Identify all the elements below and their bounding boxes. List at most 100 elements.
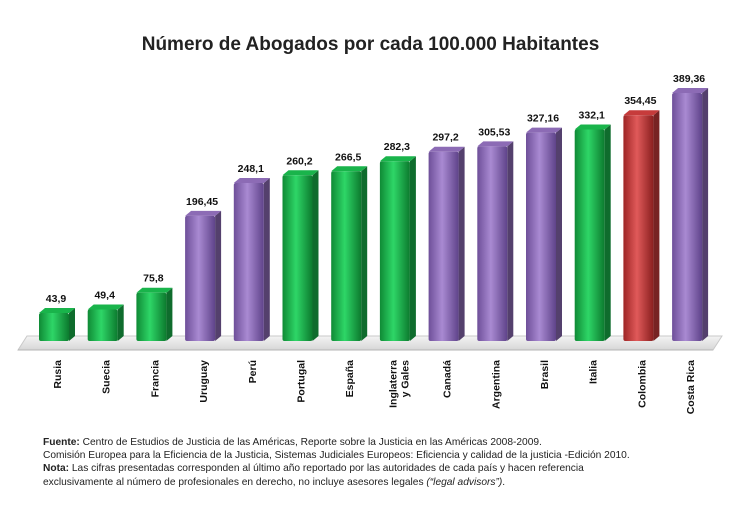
category-label-6: España — [344, 360, 356, 398]
category-label-3: Uruguay — [198, 360, 210, 403]
source-label: Fuente: — [43, 437, 80, 448]
bar-front — [623, 115, 654, 341]
category-label-line: Portugal — [296, 360, 308, 403]
bar-side — [653, 110, 660, 341]
category-label-line: Italia — [588, 360, 600, 384]
value-label-12: 354,45 — [624, 95, 656, 107]
bar-side — [507, 141, 514, 341]
value-label-5: 260,2 — [286, 155, 312, 167]
bar-top — [39, 308, 75, 314]
category-label-line: España — [344, 360, 356, 398]
bar-side — [458, 146, 465, 341]
bar-side — [69, 308, 75, 341]
bar-front — [136, 292, 167, 341]
bar-10 — [526, 127, 562, 342]
bar-side — [215, 210, 222, 341]
value-label-10: 327,16 — [527, 113, 559, 125]
source-line-1: Fuente: Centro de Estudios de Justicia d… — [43, 436, 733, 449]
bar-top — [574, 124, 611, 130]
category-label-2: Francia — [149, 360, 161, 398]
bar-13 — [672, 88, 709, 341]
bar-top — [185, 210, 222, 216]
bar-side — [702, 88, 709, 341]
bar-front — [185, 215, 216, 341]
bar-side — [117, 304, 124, 341]
category-label-line: Costa Rica — [685, 360, 697, 414]
bar-side — [409, 156, 416, 341]
note-end: . — [502, 476, 506, 488]
bar-6 — [331, 166, 368, 341]
category-label-line: Rusia — [52, 360, 64, 389]
value-label-11: 332,1 — [579, 109, 605, 121]
category-label-13: Costa Rica — [685, 360, 697, 414]
bar-front — [379, 161, 410, 341]
category-label-line: Suecia — [101, 360, 113, 394]
bar-top — [526, 127, 562, 133]
bar-1 — [87, 304, 124, 341]
value-label-4: 248,1 — [238, 163, 264, 175]
value-label-9: 305,53 — [478, 126, 510, 138]
bar-9 — [477, 141, 514, 341]
bar-top — [331, 166, 368, 172]
bar-front — [331, 171, 362, 341]
category-label-line: Perú — [247, 360, 259, 383]
value-label-3: 196,45 — [186, 196, 218, 208]
bar-top — [282, 170, 319, 176]
source-notes: Fuente: Centro de Estudios de Justicia d… — [43, 436, 733, 489]
bar-front — [233, 182, 264, 341]
category-label-line: Canadá — [442, 360, 454, 398]
bar-front — [574, 129, 605, 341]
category-label-line: Francia — [149, 360, 161, 398]
note-text-2: exclusivamente al número de profesionale… — [43, 476, 427, 488]
bar-top — [428, 146, 465, 152]
value-label-6: 266,5 — [335, 151, 361, 163]
value-label-1: 49,4 — [94, 290, 115, 302]
category-label-9: Argentina — [490, 360, 502, 409]
bar-top — [136, 287, 173, 293]
bar-front — [87, 309, 118, 341]
bar-5 — [282, 170, 319, 341]
category-label-7: Inglaterray Gales — [387, 360, 411, 408]
bar-side — [556, 127, 562, 342]
bar-4 — [233, 177, 270, 341]
category-label-8: Canadá — [442, 360, 454, 398]
category-label-4: Perú — [247, 360, 259, 383]
bar-front — [39, 313, 69, 341]
note-line-1: Nota: Las cifras presentadas corresponde… — [43, 462, 733, 475]
value-label-2: 75,8 — [143, 273, 164, 285]
category-label-1: Suecia — [101, 360, 113, 394]
category-label-line: Inglaterra — [387, 360, 399, 408]
category-label-line: Brasil — [539, 360, 551, 389]
note-text: Las cifras presentadas corresponden al ú… — [69, 463, 584, 475]
bar-top — [623, 110, 660, 116]
bar-top — [672, 88, 709, 93]
bar-front — [672, 93, 703, 341]
note-label: Nota: — [43, 463, 70, 475]
value-label-8: 297,2 — [432, 132, 458, 144]
bar-front — [477, 146, 508, 341]
bar-top — [379, 156, 416, 162]
bar-0 — [39, 308, 75, 341]
value-label-7: 282,3 — [384, 141, 410, 153]
value-label-0: 43,9 — [46, 293, 67, 305]
bar-front — [428, 151, 459, 341]
bar-top — [477, 141, 514, 147]
bar-top — [233, 177, 270, 183]
bar-8 — [428, 146, 465, 341]
category-label-line: Argentina — [490, 360, 502, 409]
category-label-0: Rusia — [52, 360, 64, 389]
source-text: Centro de Estudios de Justicia de las Am… — [79, 437, 542, 448]
bar-side — [604, 124, 611, 341]
bar-7 — [379, 156, 416, 341]
chart-title: Número de Abogados por cada 100.000 Habi… — [141, 34, 600, 55]
category-label-10: Brasil — [539, 360, 551, 389]
category-label-line: Uruguay — [198, 360, 210, 403]
bar-side — [166, 287, 173, 341]
category-label-5: Portugal — [296, 360, 308, 403]
bar-side — [361, 166, 368, 341]
bar-front — [526, 132, 556, 341]
bar-11 — [574, 124, 611, 341]
category-label-line: y Gales — [399, 360, 411, 398]
bar-12 — [623, 110, 660, 341]
